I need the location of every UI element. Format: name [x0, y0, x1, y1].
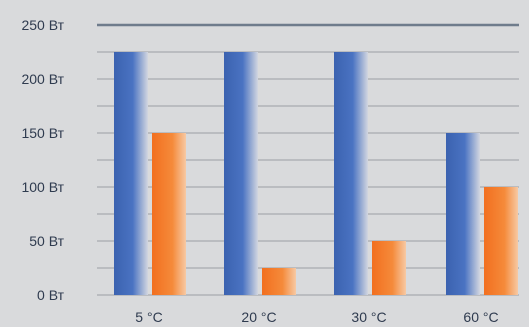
x-tick-label: 5 °C	[135, 309, 162, 325]
bar-orange-0	[152, 133, 186, 295]
bar-blue-2	[334, 52, 368, 295]
bar-blue-1	[224, 52, 258, 295]
bar-orange-1	[262, 268, 296, 295]
y-tick-label: 100 Вт	[21, 179, 64, 195]
y-tick-label: 200 Вт	[21, 71, 64, 87]
bar-blue-3	[446, 133, 480, 295]
bars	[114, 52, 518, 295]
x-tick-label: 30 °C	[351, 309, 386, 325]
x-tick-label: 20 °C	[241, 309, 276, 325]
x-tick-label: 60 °C	[463, 309, 498, 325]
y-tick-label: 150 Вт	[21, 125, 64, 141]
bar-orange-3	[484, 187, 518, 295]
bar-blue-0	[114, 52, 148, 295]
y-tick-label: 0 Вт	[37, 287, 65, 303]
bar-orange-2	[372, 241, 406, 295]
y-tick-label: 250 Вт	[21, 17, 64, 33]
y-axis-tick-labels: 0 Вт 50 Вт 100 Вт 150 Вт 200 Вт 250 Вт	[21, 17, 64, 303]
x-axis-tick-labels: 5 °C 20 °C 30 °C 60 °C	[135, 309, 498, 325]
y-tick-label: 50 Вт	[29, 233, 64, 249]
